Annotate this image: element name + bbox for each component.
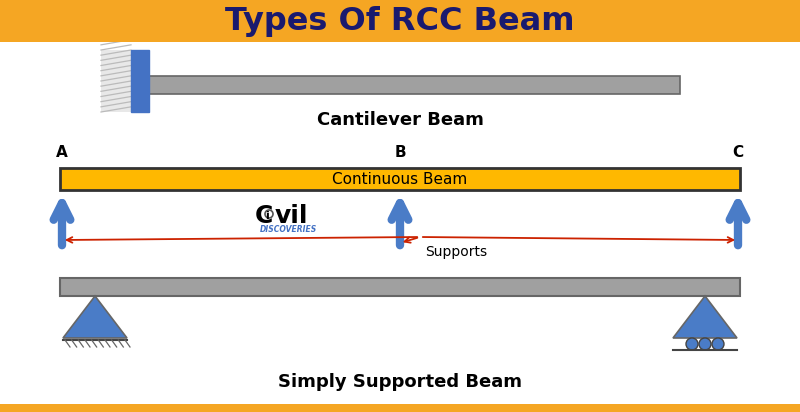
- Circle shape: [712, 338, 724, 350]
- Text: vil: vil: [275, 204, 309, 228]
- Polygon shape: [63, 296, 127, 338]
- Text: Supports: Supports: [425, 245, 487, 259]
- Bar: [101, 50, 131, 112]
- Text: Simply Supported Beam: Simply Supported Beam: [278, 373, 522, 391]
- Circle shape: [686, 338, 698, 350]
- Text: Types Of RCC Beam: Types Of RCC Beam: [226, 5, 574, 37]
- Text: C: C: [255, 204, 274, 228]
- Text: DISCOVERIES: DISCOVERIES: [260, 225, 318, 234]
- Polygon shape: [673, 296, 737, 338]
- Bar: [0, 404, 800, 412]
- Bar: [0, 0, 800, 42]
- Text: i: i: [265, 211, 269, 221]
- Text: C: C: [733, 145, 743, 160]
- Text: Cantilever Beam: Cantilever Beam: [317, 111, 483, 129]
- Bar: [60, 168, 740, 190]
- Text: A: A: [56, 145, 68, 160]
- Bar: [149, 76, 680, 94]
- Circle shape: [699, 338, 711, 350]
- Bar: [131, 50, 149, 112]
- Bar: [60, 278, 740, 296]
- Text: Continuous Beam: Continuous Beam: [332, 171, 468, 187]
- Text: B: B: [394, 145, 406, 160]
